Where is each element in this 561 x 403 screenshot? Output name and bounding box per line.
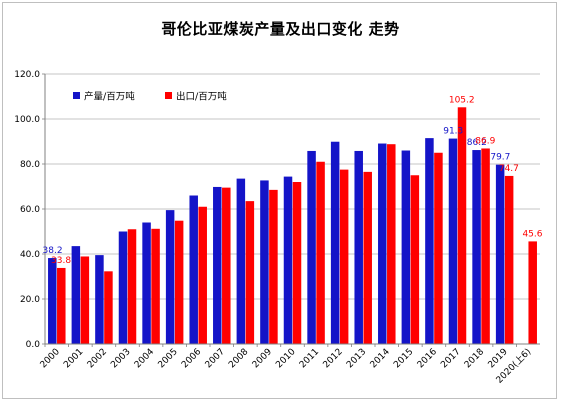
x-tick-label: 2015 (392, 347, 415, 370)
legend-swatch-production (73, 92, 80, 99)
x-tick-label: 2013 (345, 347, 368, 370)
y-tick-label: 100.0 (14, 115, 40, 125)
data-label: 105.2 (449, 95, 475, 105)
bar-production-2005 (165, 210, 175, 344)
y-tick-label: 80.0 (20, 160, 40, 170)
bar-production-2015 (401, 150, 411, 344)
bar-export-2007 (222, 187, 231, 344)
legend-swatch-export (165, 92, 172, 99)
bar-export-2010 (292, 182, 302, 344)
bar-export-2002 (104, 271, 113, 344)
x-tick-label: 2004 (133, 347, 156, 370)
x-tick-label: 2008 (227, 347, 250, 370)
x-tick-label: 2012 (321, 347, 344, 370)
data-label: 33.8 (51, 256, 71, 266)
x-tick-label: 2001 (62, 347, 85, 370)
bar-production-2001 (71, 246, 81, 344)
x-tick-label: 2006 (180, 347, 203, 370)
bars (48, 107, 537, 344)
data-label: 91.3 (443, 127, 463, 137)
x-tick-label: 2007 (204, 347, 227, 370)
data-labels: 38.233.8 91.3 105.2 86.286.9 79.774.7 45.6 (43, 95, 543, 266)
y-tick-label: 120.0 (14, 70, 40, 80)
y-tick-label: 20.0 (20, 295, 40, 305)
bar-export-2000 (57, 267, 66, 344)
y-axis-ticks: 0.0 20.0 40.0 60.0 80.0 100.0 120.0 (14, 70, 45, 350)
bar-export-2015 (410, 175, 420, 344)
bar-production-2000 (48, 258, 57, 344)
x-tick-label: 2014 (369, 347, 392, 370)
bar-export-2006 (198, 206, 207, 344)
bar-export-2016 (434, 152, 443, 344)
bar-export-2017 (457, 107, 467, 344)
x-tick-label: 2018 (463, 347, 486, 370)
x-tick-label: 2000 (39, 347, 62, 370)
bar-production-2017 (448, 138, 458, 344)
grid-lines (45, 73, 540, 300)
x-tick-label: 2016 (416, 347, 439, 370)
bar-export-2004 (151, 228, 160, 344)
bar-production-2013 (354, 150, 363, 344)
bar-production-2014 (378, 143, 387, 344)
x-tick-label: 2009 (251, 347, 274, 370)
y-tick-label: 0.0 (26, 340, 41, 350)
x-tick-label: 2011 (298, 347, 321, 370)
y-tick-label: 60.0 (20, 205, 40, 215)
bar-export-2001 (80, 256, 90, 344)
bar-production-2006 (189, 195, 198, 344)
bar-export-2008 (245, 201, 255, 344)
y-tick-label: 40.0 (20, 250, 40, 260)
x-tick-label: 2010 (274, 347, 297, 370)
bar-export-2005 (174, 220, 184, 344)
bar-production-2002 (95, 255, 104, 344)
bar-export-2020(上6) (528, 241, 537, 344)
bar-export-2009 (269, 189, 278, 344)
bar-production-2012 (330, 141, 340, 344)
axes (44, 74, 540, 345)
data-label: 86.9 (475, 136, 495, 146)
bar-export-2011 (316, 161, 325, 344)
bar-export-2012 (339, 169, 349, 344)
legend: 产量/百万吨 出口/百万吨 (73, 91, 227, 103)
x-tick-label: 2005 (156, 347, 179, 370)
bar-production-2019 (495, 164, 505, 344)
data-label: 86.2 (467, 138, 487, 148)
chart-title: 哥伦比亚煤炭产量及出口变化 走势 (161, 20, 400, 38)
bar-production-2009 (260, 180, 269, 344)
bar-production-2003 (118, 231, 128, 344)
legend-label-production: 产量/百万吨 (84, 91, 135, 103)
x-tick-label: 2003 (109, 347, 132, 370)
data-label: 74.7 (499, 164, 519, 174)
bar-export-2013 (363, 171, 372, 344)
bar-export-2014 (387, 144, 396, 344)
bar-export-2003 (127, 229, 137, 344)
bar-production-2016 (425, 138, 434, 344)
bar-production-2007 (213, 186, 222, 344)
bar-production-2018 (472, 150, 481, 344)
bar-production-2010 (283, 176, 293, 344)
bar-export-2018 (481, 148, 490, 344)
data-label: 38.2 (43, 246, 63, 256)
legend-label-export: 出口/百万吨 (176, 91, 227, 103)
bar-production-2004 (142, 222, 151, 344)
x-tick-label: 2002 (86, 347, 109, 370)
bar-export-2019 (504, 175, 514, 344)
data-label: 79.7 (490, 153, 510, 163)
x-tick-label: 2017 (439, 347, 462, 370)
x-axis-ticks: 2000 2001 2002 2003 2004 2005 2006 2007 2008 2009… (39, 344, 533, 386)
bar-production-2008 (236, 178, 246, 344)
data-label: 45.6 (522, 229, 542, 239)
bar-production-2011 (307, 150, 316, 344)
